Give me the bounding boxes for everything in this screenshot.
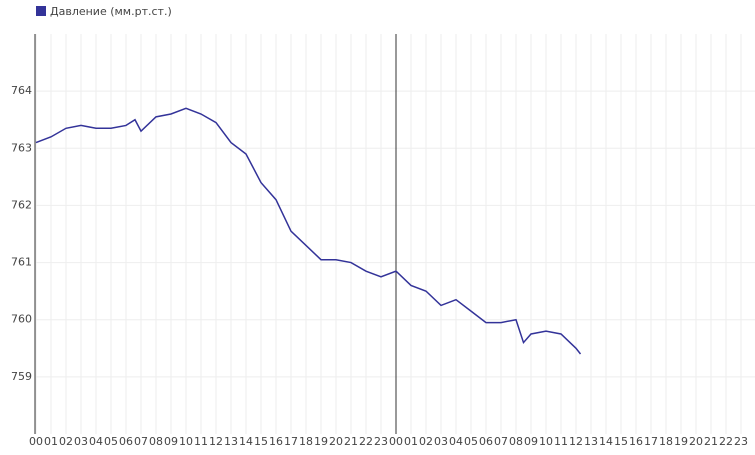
x-tick-label: 09 xyxy=(164,435,178,448)
x-tick-label: 10 xyxy=(179,435,193,448)
x-tick-label: 19 xyxy=(674,435,688,448)
x-tick-label: 00 xyxy=(29,435,43,448)
x-tick-label: 21 xyxy=(344,435,358,448)
x-tick-label: 12 xyxy=(209,435,223,448)
x-tick-label: 02 xyxy=(419,435,433,448)
x-tick-label: 14 xyxy=(239,435,253,448)
x-tick-label: 09 xyxy=(524,435,538,448)
x-tick-label: 18 xyxy=(659,435,673,448)
x-tick-label: 03 xyxy=(74,435,88,448)
x-tick-label: 05 xyxy=(464,435,478,448)
x-tick-label: 23 xyxy=(374,435,388,448)
x-tick-label: 01 xyxy=(404,435,418,448)
y-tick-label: 761 xyxy=(11,256,32,269)
x-tick-label: 07 xyxy=(494,435,508,448)
x-tick-label: 04 xyxy=(449,435,463,448)
legend-label: Давление (мм.рт.ст.) xyxy=(50,5,172,18)
y-tick-label: 763 xyxy=(11,141,32,154)
y-tick-label: 760 xyxy=(11,313,32,326)
x-tick-label: 07 xyxy=(134,435,148,448)
x-tick-label: 06 xyxy=(119,435,133,448)
y-tick-label: 762 xyxy=(11,198,32,211)
y-tick-label: 764 xyxy=(11,84,32,97)
x-tick-label: 10 xyxy=(539,435,553,448)
x-tick-label: 21 xyxy=(704,435,718,448)
x-tick-label: 03 xyxy=(434,435,448,448)
x-tick-label: 13 xyxy=(584,435,598,448)
x-tick-label: 19 xyxy=(314,435,328,448)
y-tick-label: 759 xyxy=(11,370,32,383)
x-tick-label: 12 xyxy=(569,435,583,448)
x-tick-label: 16 xyxy=(269,435,283,448)
x-tick-label: 11 xyxy=(554,435,568,448)
x-tick-label: 15 xyxy=(254,435,268,448)
x-tick-label: 20 xyxy=(329,435,343,448)
x-tick-label: 06 xyxy=(479,435,493,448)
x-tick-label: 00 xyxy=(389,435,403,448)
legend-swatch xyxy=(36,6,46,16)
x-tick-label: 11 xyxy=(194,435,208,448)
x-tick-label: 23 xyxy=(734,435,748,448)
x-tick-label: 22 xyxy=(719,435,733,448)
x-tick-label: 18 xyxy=(299,435,313,448)
x-tick-label: 08 xyxy=(149,435,163,448)
x-tick-label: 20 xyxy=(689,435,703,448)
x-tick-label: 04 xyxy=(89,435,103,448)
x-tick-label: 17 xyxy=(644,435,658,448)
x-tick-label: 13 xyxy=(224,435,238,448)
x-tick-label: 01 xyxy=(44,435,58,448)
x-tick-label: 16 xyxy=(629,435,643,448)
line xyxy=(35,107,582,355)
x-tick-label: 08 xyxy=(509,435,523,448)
x-tick-label: 17 xyxy=(284,435,298,448)
x-tick-label: 02 xyxy=(59,435,73,448)
x-tick-label: 05 xyxy=(104,435,118,448)
x-tick-label: 22 xyxy=(359,435,373,448)
x-tick-label: 14 xyxy=(599,435,613,448)
x-tick-label: 15 xyxy=(614,435,628,448)
